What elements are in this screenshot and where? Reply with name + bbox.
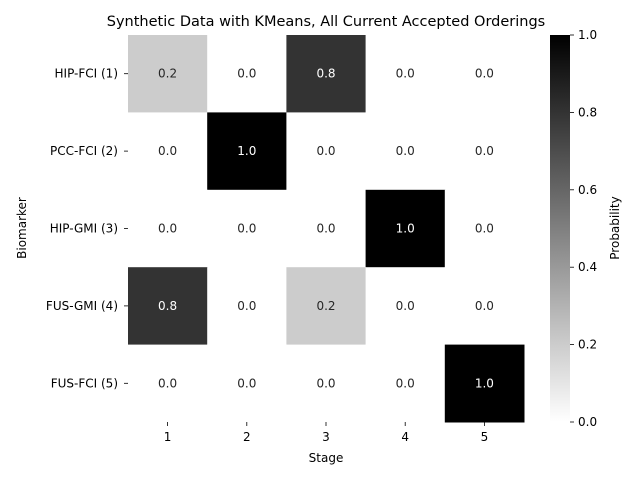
x-tick-label: 2 [243,430,251,444]
cell-value-label: 0.0 [475,222,494,236]
x-axis-label: Stage [309,451,344,465]
y-tick-label: PCC-FCI (2) [50,144,118,158]
cell-value-label: 0.0 [158,376,177,390]
heatmap-cell [365,344,446,423]
heatmap-cell [128,267,208,346]
cell-value-label: 0.0 [396,299,415,313]
cell-value-label: 0.0 [158,222,177,236]
colorbar-label: Probability [608,196,622,259]
cell-value-label: 0.2 [316,299,335,313]
heatmap-cell [286,267,367,346]
heatmap-cell [207,35,287,113]
cell-value-label: 0.0 [396,144,415,158]
heatmap-cell [365,112,446,191]
heatmap-cells [128,35,525,423]
heatmap-cell [444,267,525,346]
heatmap-cell-labels: 0.2 0.0 0.8 0.0 0.0 0.0 1.0 0.0 0.0 0.0 0.0 0.0 0.0 1… [158,67,494,391]
heatmap-cell [365,35,446,113]
heatmap-cell [444,112,525,191]
cell-value-label: 0.0 [158,144,177,158]
cell-value-label: 0.0 [475,299,494,313]
cell-value-label: 0.0 [316,144,335,158]
colorbar-tick-label: 0.4 [578,260,597,274]
cell-value-label: 0.0 [396,376,415,390]
x-tick-label: 1 [164,430,172,444]
x-tick-label: 3 [322,430,330,444]
cell-value-label: 0.0 [237,376,256,390]
cell-value-label: 0.8 [316,67,335,81]
y-tick-label: HIP-FCI (1) [55,67,119,81]
heatmap-cell [286,189,367,268]
colorbar-ticks: 0.0 0.2 0.4 0.6 0.8 1.0 [570,28,597,429]
x-tick-label: 4 [401,430,409,444]
heatmap-cell [207,189,287,268]
heatmap-cell [128,189,208,268]
cell-value-label: 0.0 [237,67,256,81]
cell-value-label: 1.0 [475,376,494,390]
cell-value-label: 0.0 [475,144,494,158]
heatmap-cell [444,189,525,268]
heatmap-cell [444,344,525,423]
heatmap-cell [207,112,287,191]
colorbar-tick-label: 0.6 [578,183,597,197]
chart-title: Synthetic Data with KMeans, All Current … [107,14,545,30]
y-tick-label: FUS-FCI (5) [51,376,118,390]
colorbar-tick-label: 0.8 [578,105,597,119]
cell-value-label: 0.0 [316,376,335,390]
colorbar-tick-label: 1.0 [578,28,597,42]
x-tick-label: 5 [481,430,489,444]
y-axis-ticks: HIP-FCI (1) PCC-FCI (2) HIP-GMI (3) FUS-GMI… [46,67,128,390]
heatmap-cell [128,112,208,191]
y-tick-label: FUS-GMI (4) [46,299,118,313]
colorbar [550,35,570,422]
x-axis-ticks: 1 2 3 4 5 [164,422,488,444]
y-tick-label: HIP-GMI (3) [50,222,118,236]
heatmap-cell [207,267,287,346]
cell-value-label: 0.2 [158,67,177,81]
heatmap-cell [365,189,446,268]
cell-value-label: 0.0 [316,222,335,236]
cell-value-label: 0.0 [396,67,415,81]
heatmap-cell [444,35,525,113]
heatmap-cell [286,112,367,191]
heatmap-cell [286,35,367,113]
cell-value-label: 1.0 [237,144,256,158]
cell-value-label: 1.0 [396,222,415,236]
heatmap-cell [286,344,367,423]
cell-value-label: 0.0 [237,222,256,236]
heatmap-cell [207,344,287,423]
heatmap-cell [128,344,208,423]
y-axis-label: Biomarker [15,197,29,259]
cell-value-label: 0.0 [475,67,494,81]
heatmap-cell [365,267,446,346]
heatmap-cell [128,35,208,113]
cell-value-label: 0.0 [237,299,256,313]
cell-value-label: 0.8 [158,299,177,313]
colorbar-tick-label: 0.0 [578,415,597,429]
colorbar-tick-label: 0.2 [578,338,597,352]
